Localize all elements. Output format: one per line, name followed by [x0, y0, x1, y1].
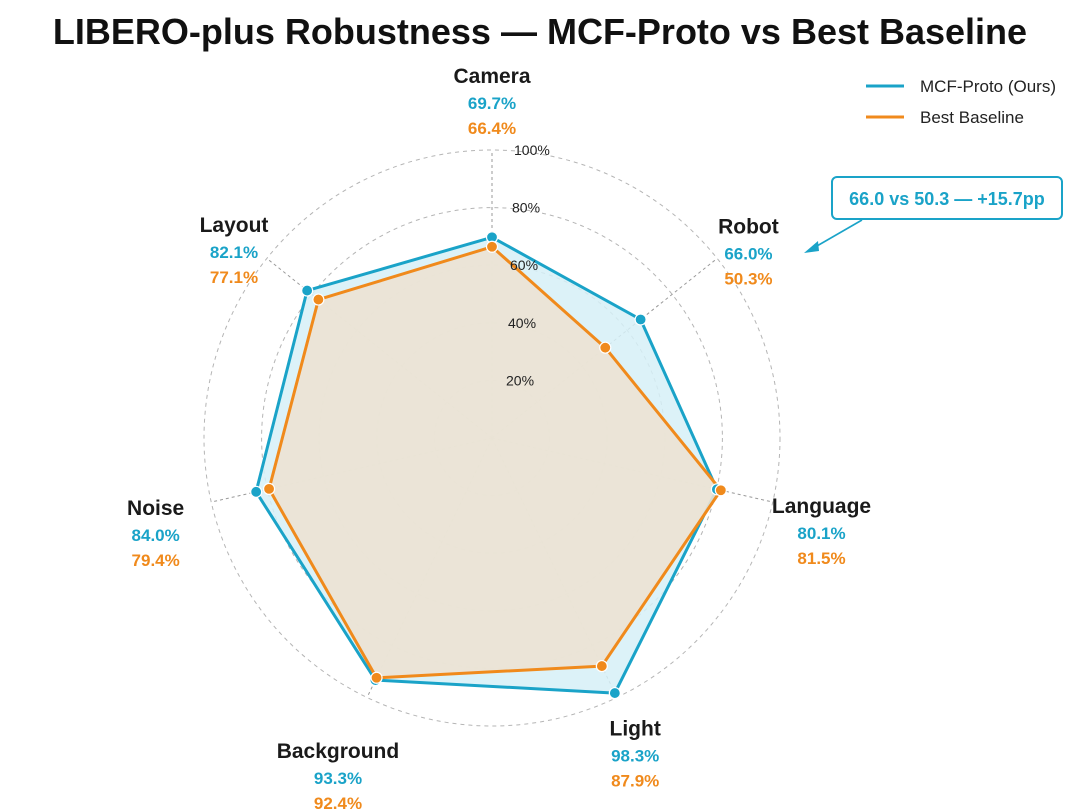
series-polygons	[254, 235, 723, 695]
tick-label-100: 100%	[514, 142, 550, 158]
value-label-baseline-light: 87.9%	[611, 771, 659, 790]
value-label-baseline-background: 92.4%	[314, 794, 362, 810]
chart-title: LIBERO-plus Robustness — MCF-Proto vs Be…	[53, 11, 1027, 52]
value-label-baseline-camera: 66.4%	[468, 119, 516, 138]
value-label-baseline-language: 81.5%	[797, 549, 845, 568]
marker-ours-light	[608, 686, 621, 700]
callout-arrowhead	[804, 241, 819, 253]
value-label-baseline-robot: 50.3%	[724, 269, 772, 288]
legend: MCF-Proto (Ours) Best Baseline	[866, 77, 1056, 127]
legend-label-ours: MCF-Proto (Ours)	[920, 77, 1056, 96]
axis-label-background: Background	[277, 740, 400, 763]
value-label-ours-light: 98.3%	[611, 746, 659, 765]
value-label-ours-camera: 69.7%	[468, 94, 516, 113]
callout-arrow	[809, 219, 863, 251]
value-label-ours-layout: 82.1%	[210, 243, 258, 262]
marker-ours-layout	[301, 284, 314, 297]
legend-label-baseline: Best Baseline	[920, 108, 1024, 127]
axis-label-layout: Layout	[200, 214, 269, 237]
callout-text: 66.0 vs 50.3 — +15.7pp	[849, 189, 1045, 209]
axis-label-light: Light	[610, 717, 661, 740]
axis-label-language: Language	[772, 495, 871, 518]
marker-baseline-noise	[262, 482, 276, 495]
marker-baseline-language	[714, 484, 727, 497]
marker-baseline-layout	[312, 293, 325, 306]
value-label-ours-language: 80.1%	[797, 524, 845, 543]
value-label-baseline-noise: 79.4%	[132, 551, 180, 570]
marker-ours-robot	[634, 313, 647, 326]
tick-label-60: 60%	[510, 257, 538, 273]
grid-ring-5	[203, 149, 781, 727]
series-polygon-baseline	[267, 245, 723, 680]
value-label-baseline-layout: 77.1%	[210, 268, 258, 287]
series-markers	[250, 231, 727, 700]
axis-labels: Camera 69.7% 66.4% Robot 66.0% 50.3% Language 8…	[127, 65, 871, 810]
axis-label-robot: Robot	[718, 215, 779, 238]
tick-label-20: 20%	[506, 372, 534, 388]
callout-box	[831, 176, 1063, 220]
value-label-ours-background: 93.3%	[314, 769, 362, 788]
axis-label-noise: Noise	[127, 497, 184, 520]
axis-label-camera: Camera	[453, 65, 530, 88]
value-label-ours-noise: 84.0%	[132, 526, 180, 545]
callout: 66.0 vs 50.3 — +15.7pp	[804, 176, 1063, 253]
marker-ours-noise	[250, 485, 263, 498]
tick-label-80: 80%	[512, 200, 540, 216]
radial-tick-labels: 20% 40% 60% 80% 100%	[506, 142, 550, 388]
marker-baseline-background	[370, 671, 383, 684]
value-label-ours-robot: 66.0%	[724, 244, 772, 263]
marker-baseline-camera	[485, 240, 499, 253]
tick-label-40: 40%	[508, 315, 536, 331]
marker-baseline-light	[595, 659, 608, 673]
marker-baseline-robot	[599, 341, 612, 354]
